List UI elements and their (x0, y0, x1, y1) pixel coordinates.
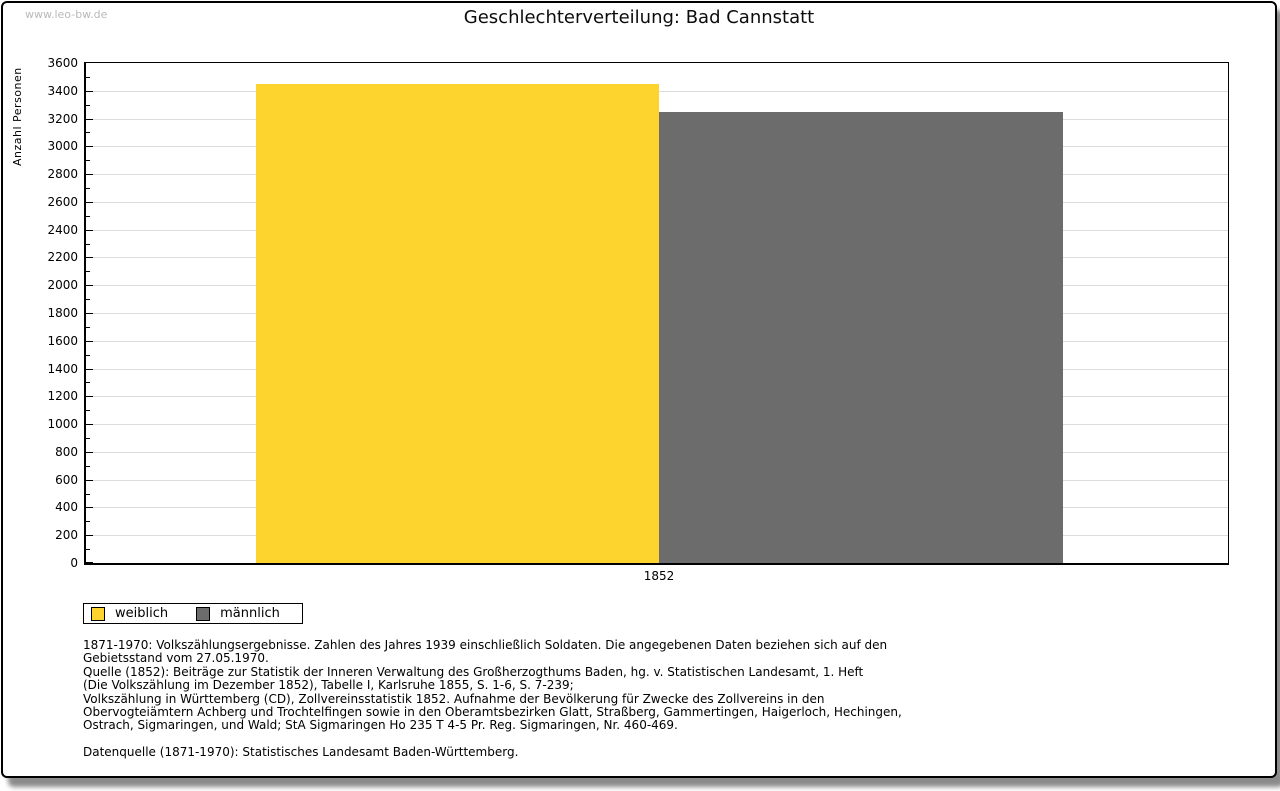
y-tick-major (86, 424, 93, 425)
y-tick-minor (86, 244, 90, 245)
y-tick-minor (86, 271, 90, 272)
footnote-line: Datenquelle (1871-1970): Statistisches L… (83, 745, 519, 760)
footnote-line: (Die Volkszählung im Dezember 1852), Tab… (83, 678, 574, 693)
footnote-spacer (83, 733, 902, 746)
legend-label-weiblich: weiblich (115, 606, 169, 621)
y-tick-label: 2200 (47, 250, 78, 264)
y-tick-label: 200 (55, 528, 78, 542)
y-tick-label: 1600 (47, 334, 78, 348)
y-tick-major (86, 285, 93, 286)
footnote-line: Quelle (1852): Beiträge zur Statistik de… (83, 664, 864, 679)
y-tick-major (86, 257, 93, 258)
y-tick-minor (86, 299, 90, 300)
y-tick-minor (86, 160, 90, 161)
y-tick-minor (86, 355, 90, 356)
y-tick-major (86, 507, 93, 508)
footnote-line: 1871-1970: Volkszählungsergebnisse. Zahl… (83, 638, 888, 652)
chart-page: www.leo-bw.de Geschlechterverteilung: Ba… (1, 1, 1277, 778)
y-tick-label: 3600 (47, 56, 78, 70)
y-tick-label: 1400 (47, 362, 78, 376)
y-tick-label: 2800 (47, 167, 78, 181)
y-tick-minor (86, 438, 90, 439)
y-tick-label: 2400 (47, 223, 78, 237)
legend: weiblich männlich (83, 603, 303, 624)
watermark-leo-bw: www.leo-bw.de (25, 8, 108, 21)
legend-item-maennlich: männlich (196, 606, 280, 621)
y-tick-major (86, 369, 93, 370)
footnote-line: Volkszählung in Württemberg (CD), Zollve… (83, 691, 825, 706)
y-tick-label: 400 (55, 500, 78, 514)
y-tick-major (86, 202, 93, 203)
y-tick-major (86, 119, 93, 120)
y-tick-label: 3200 (47, 112, 78, 126)
legend-swatch-maennlich (196, 606, 211, 621)
legend-swatch-weiblich (91, 606, 105, 621)
y-tick-major (86, 230, 93, 231)
y-tick-major (86, 174, 93, 175)
y-tick-major (86, 313, 93, 314)
y-tick-label: 2600 (47, 195, 78, 209)
y-tick-label: 1200 (47, 389, 78, 403)
y-tick-minor (86, 327, 90, 328)
footnote-line: Gebietsstand vom 27.05.1970. (83, 651, 269, 666)
chart-title: Geschlechterverteilung: Bad Cannstatt (463, 7, 815, 28)
y-tick-label: 1000 (47, 417, 78, 431)
x-tick-label: 1852 (643, 569, 675, 583)
y-tick-minor (86, 188, 90, 189)
bar-männlich (659, 112, 1063, 563)
bar-weiblich (256, 84, 659, 563)
y-tick-minor (86, 216, 90, 217)
y-tick-major (86, 480, 93, 481)
y-tick-minor (86, 494, 90, 495)
plot-area: 0 200 400 600 800 1000 1200 1400 1600 1800 2000 220… (47, 56, 1229, 583)
y-tick-label: 3000 (47, 139, 78, 153)
y-tick-major (86, 452, 93, 453)
y-tick-label: 800 (55, 445, 78, 459)
y-tick-major (86, 91, 93, 92)
y-tick-major (86, 396, 93, 397)
footnote-line: Obervogteiämtern Achberg und Trochtelfin… (83, 705, 902, 720)
footnotes: 1871-1970: Volkszählungsergebnisse. Zahl… (83, 638, 902, 760)
y-tick-label: 0 (70, 556, 78, 570)
y-tick-major (86, 535, 93, 536)
y-tick-minor (86, 382, 90, 383)
y-tick-label: 2000 (47, 278, 78, 292)
y-tick-major (86, 562, 93, 563)
y-tick-minor (86, 105, 90, 106)
y-tick-label: 600 (55, 473, 78, 487)
y-tick-minor (86, 466, 90, 467)
legend-item-weiblich: weiblich (91, 606, 168, 621)
y-tick-label: 1800 (47, 306, 78, 320)
footnote-line: Ostrach, Sigmaringen, und Wald; StA Sigm… (83, 718, 678, 733)
y-tick-minor (86, 549, 90, 550)
y-tick-minor (86, 410, 90, 411)
y-tick-major (86, 341, 93, 342)
y-tick-major (86, 146, 93, 147)
y-tick-label: 3400 (47, 84, 78, 98)
y-tick-minor (86, 77, 90, 78)
legend-label-maennlich: männlich (220, 606, 280, 621)
y-tick-minor (86, 132, 90, 133)
y-tick-minor (86, 521, 90, 522)
